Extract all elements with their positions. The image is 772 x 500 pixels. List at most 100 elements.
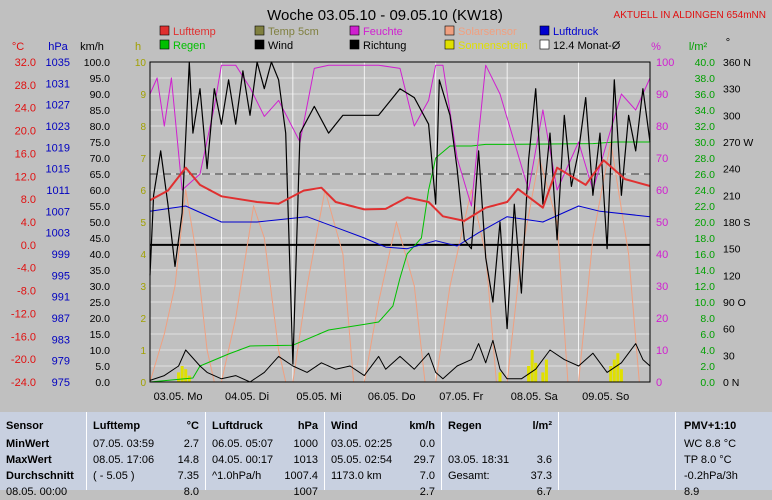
legend-swatch [444, 39, 455, 50]
stats-luftdruck-max-time: 04.05. 00:17 [212, 454, 274, 466]
stats-regen-max-time: 03.05. 18:31 [448, 454, 510, 466]
stats-lufttemp-min-value: 2.7 [183, 438, 199, 450]
tick-direction_deg: 90 O [723, 297, 746, 309]
tick-direction_deg: 150 [723, 244, 741, 256]
axes-layer: 32.028.024.020.016.012.08.04.00.0-4.0-8.… [11, 57, 754, 403]
sunshine-bar [498, 372, 502, 382]
tick-percent: 70 [656, 153, 668, 165]
tick-direction_deg: 180 S [723, 217, 750, 229]
tick-speed_kmh: 55.0 [90, 201, 111, 213]
legend-swatch [254, 25, 265, 36]
legend-swatch [254, 39, 265, 50]
tick-temp_c: 0.0 [21, 240, 36, 252]
unit-hours: h [135, 41, 141, 53]
tick-rain_lm2: 2.0 [700, 361, 715, 373]
stats-regen-total-value: 37.3 [530, 470, 552, 482]
tick-speed_kmh: 100.0 [84, 57, 110, 69]
tick-rain_lm2: 34.0 [695, 105, 716, 117]
x-tick-label: 03.05. Mo [154, 391, 203, 403]
tick-temp_c: -24.0 [11, 377, 36, 389]
stats-luftdruck-unit: hPa [297, 420, 318, 432]
tick-temp_c: -20.0 [11, 354, 36, 366]
tick-direction_deg: 210 [723, 190, 741, 202]
tick-temp_c: -16.0 [11, 331, 36, 343]
legend-label: Luftdruck [553, 26, 599, 38]
stats-pmv-column: PMV+1:10 WC 8.8 °C TP 8.0 °C -0.2hPa/3h … [676, 412, 772, 498]
stats-wind-header: Wind [331, 420, 358, 432]
tick-hours_h: 9 [140, 90, 146, 101]
tick-direction_deg: 0 N [723, 377, 739, 389]
x-tick-label: 06.05. Do [368, 391, 416, 403]
tick-direction_deg: 330 [723, 84, 741, 96]
tick-speed_kmh: 10.0 [90, 345, 111, 357]
stats-label-time: 08.05. 00:00 [6, 486, 68, 498]
tick-speed_kmh: 50.0 [90, 217, 111, 229]
unit-degree: ° [726, 37, 730, 49]
stats-luftdruck-header: Luftdruck [212, 420, 263, 432]
tick-direction_deg: 60 [723, 324, 735, 336]
tick-percent: 50 [656, 217, 668, 229]
tick-temp_c: 28.0 [15, 80, 36, 92]
unit-pressure: hPa [48, 41, 68, 53]
tick-percent: 80 [656, 121, 668, 133]
stats-luftdruck-column: Luftdruck hPa 06.05. 05:07 1000 04.05. 00:… [206, 412, 325, 498]
tick-temp_c: 20.0 [15, 126, 36, 138]
tick-percent: 0 [656, 377, 662, 389]
tick-speed_kmh: 65.0 [90, 169, 111, 181]
stats-regen-max-value: 3.6 [536, 454, 552, 466]
stats-lufttemp-min-time: 07.05. 03:59 [93, 438, 155, 450]
x-tick-label: 04.05. Di [225, 391, 269, 403]
stats-luftdruck-min-value: 1000 [293, 438, 318, 450]
tick-direction_deg: 120 [723, 270, 741, 282]
stats-luftdruck-current: 1007 [293, 486, 318, 498]
tick-hours_h: 6 [140, 186, 146, 197]
tick-percent: 20 [656, 313, 668, 325]
tick-temp_c: 8.0 [21, 194, 36, 206]
stats-labels-column: Sensor MinWert MaxWert Durchschnitt 08.0… [0, 412, 87, 498]
stats-pmv-current: 8.9 [684, 486, 700, 498]
stats-lufttemp-avg-value: 7.35 [177, 470, 199, 482]
stats-wind-unit: km/h [409, 420, 435, 432]
tick-hours_h: 7 [140, 154, 146, 165]
tick-pressure_hpa: 1023 [46, 121, 70, 133]
legend-label: 12.4 Monat-Ø [553, 40, 621, 52]
sunshine-bar [177, 372, 181, 382]
live-location-label: AKTUELL IN ALDINGEN 654mNN [614, 10, 766, 21]
stats-wind-distance: 1173.0 km [331, 470, 382, 482]
sunshine-bar [609, 366, 613, 382]
stats-pmv-header: PMV+1:10 [684, 420, 737, 432]
tick-speed_kmh: 15.0 [90, 329, 111, 341]
sunshine-bar [612, 359, 616, 382]
series-regen [149, 141, 650, 383]
tick-temp_c: 4.0 [21, 217, 36, 229]
sunshine-bar [180, 366, 184, 382]
sunshine-bar [619, 369, 623, 382]
series-lufttemp [149, 159, 651, 222]
stats-luftdruck-max-value: 1013 [293, 454, 318, 466]
tick-pressure_hpa: 1015 [46, 164, 70, 176]
tick-rain_lm2: 10.0 [695, 297, 716, 309]
legend-label: Richtung [363, 40, 406, 52]
tick-temp_c: 32.0 [15, 57, 36, 69]
tick-rain_lm2: 20.0 [695, 217, 716, 229]
legend-swatch [444, 25, 455, 36]
stats-pmv-windchill: WC 8.8 °C [684, 438, 737, 450]
chart-title: Woche 03.05.10 - 09.05.10 (KW18) [267, 7, 503, 24]
tick-pressure_hpa: 979 [52, 356, 70, 368]
stats-lufttemp-max-time: 08.05. 17:06 [93, 454, 155, 466]
tick-percent: 30 [656, 281, 668, 293]
legend-label: Regen [173, 40, 205, 52]
tick-speed_kmh: 45.0 [90, 233, 111, 245]
tick-rain_lm2: 38.0 [695, 73, 716, 85]
stats-lufttemp-avg-note: ( - 5.05 ) [93, 470, 135, 482]
tick-hours_h: 1 [140, 346, 146, 357]
x-tick-label: 07.05. Fr [439, 391, 483, 403]
legend-swatch [349, 39, 360, 50]
tick-rain_lm2: 40.0 [695, 57, 716, 69]
stats-label-min: MinWert [6, 438, 50, 450]
tick-rain_lm2: 32.0 [695, 121, 716, 133]
series-richtung [149, 61, 651, 365]
tick-rain_lm2: 12.0 [695, 281, 716, 293]
tick-speed_kmh: 30.0 [90, 281, 111, 293]
tick-direction_deg: 270 W [723, 137, 753, 149]
